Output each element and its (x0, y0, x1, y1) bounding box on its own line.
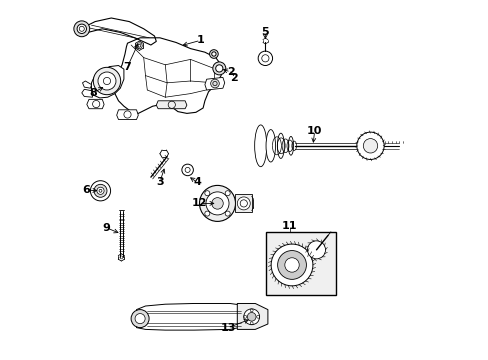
Circle shape (356, 132, 384, 159)
Circle shape (211, 198, 223, 209)
Polygon shape (156, 101, 186, 109)
Circle shape (247, 312, 256, 321)
Polygon shape (117, 110, 138, 120)
Ellipse shape (288, 136, 293, 155)
Polygon shape (113, 38, 221, 113)
Circle shape (204, 191, 209, 196)
Ellipse shape (254, 125, 266, 167)
Ellipse shape (265, 130, 275, 162)
Circle shape (270, 244, 312, 286)
Text: 3: 3 (156, 177, 163, 187)
Circle shape (74, 21, 89, 37)
Circle shape (211, 52, 216, 56)
Text: 9: 9 (102, 222, 110, 233)
Circle shape (244, 309, 259, 325)
Text: 11: 11 (281, 221, 297, 231)
Circle shape (258, 51, 272, 66)
Text: 5: 5 (261, 27, 268, 37)
Circle shape (210, 79, 219, 88)
Circle shape (199, 185, 235, 221)
Circle shape (224, 211, 230, 216)
Polygon shape (237, 303, 267, 329)
Text: 6: 6 (82, 185, 90, 195)
Text: 1: 1 (196, 35, 204, 45)
Circle shape (94, 184, 107, 197)
Text: 13: 13 (220, 323, 236, 333)
Polygon shape (91, 66, 123, 98)
Circle shape (205, 192, 228, 215)
Circle shape (90, 181, 110, 201)
Polygon shape (87, 99, 104, 109)
Circle shape (182, 164, 193, 176)
Ellipse shape (277, 133, 284, 158)
Circle shape (135, 314, 145, 324)
Circle shape (363, 139, 377, 153)
Circle shape (237, 197, 250, 210)
Circle shape (284, 258, 299, 272)
Polygon shape (235, 194, 251, 212)
Text: 10: 10 (306, 126, 322, 136)
Circle shape (307, 241, 325, 259)
Text: 12: 12 (191, 198, 207, 208)
Text: 7: 7 (123, 62, 131, 72)
Circle shape (215, 65, 223, 72)
Text: 2: 2 (229, 73, 237, 83)
Polygon shape (204, 77, 224, 90)
Circle shape (204, 211, 209, 216)
Circle shape (97, 187, 104, 194)
Circle shape (77, 24, 86, 33)
Polygon shape (81, 89, 92, 97)
Text: 8: 8 (89, 88, 97, 98)
Circle shape (224, 191, 230, 196)
Bar (265, 232, 336, 295)
Circle shape (98, 72, 116, 90)
Text: 4: 4 (193, 177, 201, 187)
Circle shape (212, 62, 225, 75)
Text: 2: 2 (226, 67, 234, 77)
Circle shape (136, 43, 142, 49)
Circle shape (209, 50, 218, 58)
Circle shape (277, 251, 306, 279)
Circle shape (131, 310, 149, 328)
Polygon shape (82, 81, 91, 88)
Polygon shape (136, 303, 251, 330)
Circle shape (93, 67, 121, 95)
